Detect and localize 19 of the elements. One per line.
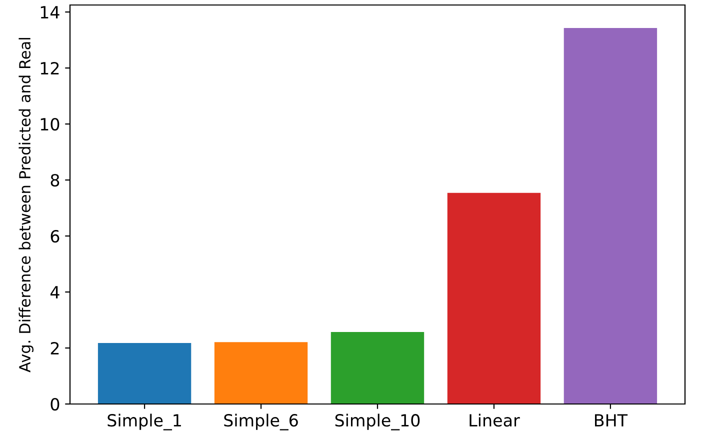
bar: [98, 342, 192, 404]
y-tick-label: 4: [50, 286, 60, 298]
y-tick-label: 14: [40, 6, 60, 18]
y-axis-title: Avg. Difference between Predicted and Real: [18, 38, 34, 372]
x-tick-label: Linear: [470, 414, 520, 427]
bar: [214, 342, 308, 404]
y-tick-label: 2: [50, 342, 59, 354]
y-tick-label: 6: [50, 230, 60, 243]
y-tick-label: 12: [40, 62, 59, 74]
x-tick-label: Simple_1: [108, 414, 181, 430]
y-tick-label: 0: [50, 398, 60, 411]
bar: [564, 28, 658, 404]
y-tick-label: 10: [40, 118, 60, 131]
x-tick-label: Simple_10: [335, 414, 420, 430]
bar: [330, 332, 424, 404]
x-tick-label: Simple_6: [224, 414, 298, 430]
y-tick-label: 8: [50, 174, 60, 187]
x-tick-label: BHT: [595, 414, 628, 426]
bar: [447, 192, 541, 404]
